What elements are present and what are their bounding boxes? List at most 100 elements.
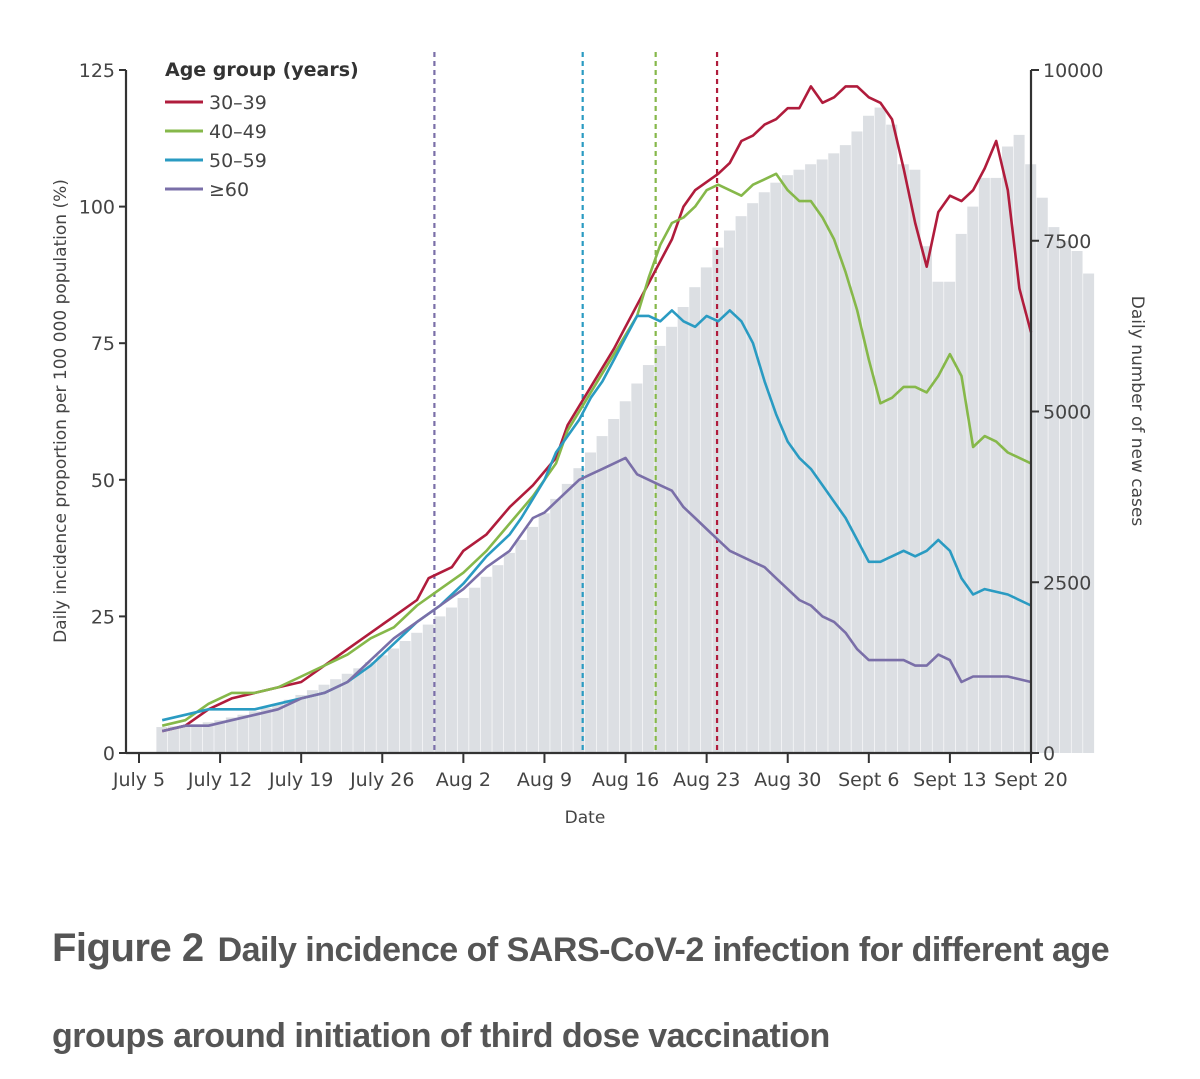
case-bar — [1059, 240, 1071, 753]
y2-tick-label: 2500 — [1043, 572, 1091, 594]
y-tick-label: 125 — [79, 60, 115, 82]
case-bar — [457, 597, 469, 753]
case-bar — [283, 699, 295, 753]
x-tick-label: July 19 — [268, 769, 333, 791]
legend-label: 40–49 — [209, 121, 267, 143]
x-tick-label: Sept 6 — [838, 769, 899, 791]
y-tick-label: 100 — [79, 197, 115, 219]
case-bar — [654, 345, 666, 753]
case-bar — [747, 203, 759, 753]
case-bar — [920, 246, 932, 754]
case-bar — [179, 725, 191, 753]
case-bar — [492, 565, 504, 753]
case-bar — [897, 164, 909, 753]
case-bar — [445, 607, 457, 753]
case-bar — [388, 648, 400, 753]
legend-label: 30–39 — [209, 92, 267, 114]
y2-axis-title: Daily number of new cases — [1127, 296, 1147, 527]
case-bar — [932, 281, 944, 753]
case-bar — [364, 662, 376, 753]
case-bar — [1002, 146, 1014, 754]
case-bar — [770, 182, 782, 753]
case-bar — [724, 230, 735, 753]
case-bar — [944, 281, 956, 753]
case-bar — [1036, 197, 1048, 753]
case-bar — [990, 177, 1002, 753]
x-tick-label: Aug 30 — [754, 769, 821, 791]
case-bar — [677, 307, 689, 753]
case-bar — [480, 576, 492, 753]
case-bar — [411, 632, 423, 753]
legend-title: Age group (years) — [165, 59, 359, 81]
case-bar — [863, 115, 875, 754]
case-bar — [318, 684, 330, 753]
case-bar — [214, 720, 226, 753]
case-bar — [909, 169, 921, 753]
legend-label: ≥60 — [209, 179, 249, 201]
series-lines — [161, 85, 1033, 733]
case-bar — [561, 483, 573, 753]
case-bar — [202, 722, 214, 753]
case-bar — [666, 326, 678, 753]
case-bar — [306, 690, 318, 753]
x-tick-label: Aug 2 — [436, 769, 491, 791]
bars-group — [156, 107, 1095, 754]
case-bar — [573, 468, 585, 753]
figure-caption: Figure 2 Daily incidence of SARS-CoV-2 in… — [52, 905, 1172, 1079]
case-bar — [295, 694, 307, 753]
case-bar — [631, 383, 643, 753]
case-bar — [596, 436, 608, 753]
case-bar — [538, 513, 550, 753]
case-bar — [585, 452, 596, 753]
x-tick-label: July 26 — [349, 769, 414, 791]
case-bar — [805, 164, 817, 753]
y-tick-label: 0 — [103, 743, 115, 765]
case-bar — [793, 169, 805, 753]
x-tick-label: July 5 — [112, 769, 165, 791]
case-bar — [550, 498, 562, 753]
case-bar — [816, 159, 828, 753]
case-bar — [978, 177, 990, 753]
case-bar — [249, 711, 261, 753]
case-bar — [1071, 250, 1083, 753]
y-axis-title: Daily incidence proportion per 100 000 p… — [51, 179, 71, 643]
case-bar — [156, 727, 168, 753]
case-bar — [272, 703, 284, 753]
case-bar — [1083, 273, 1095, 753]
case-bar — [735, 216, 747, 754]
case-bar — [399, 640, 411, 753]
series-line-≥60 — [161, 456, 1032, 733]
x-tick-label: July 12 — [187, 769, 252, 791]
case-bar — [851, 131, 863, 754]
case-bar — [330, 679, 342, 753]
case-bar — [642, 365, 654, 753]
case-bar — [422, 624, 434, 753]
case-bar — [874, 107, 886, 753]
case-bar — [955, 233, 967, 754]
figure-label: Figure 2 — [52, 926, 204, 970]
y-tick-label: 25 — [91, 606, 115, 628]
case-bar — [689, 287, 701, 753]
series-line-30-39 — [161, 85, 1033, 733]
case-bar — [886, 124, 898, 753]
x-tick-label: Sept 20 — [994, 769, 1067, 791]
caption-text: Daily incidence of SARS-CoV-2 infection … — [52, 931, 1110, 1055]
axes: 0 25 50 75 100 125 0 2500 5000 7500 10000 July 5 Jul… — [79, 60, 1104, 791]
case-bar — [527, 526, 539, 753]
y2-tick-label: 0 — [1043, 743, 1055, 765]
case-bar — [608, 419, 620, 753]
case-bar — [503, 552, 515, 753]
y2-tick-label: 5000 — [1043, 402, 1091, 424]
case-bar — [341, 673, 353, 753]
case-bar — [434, 616, 446, 753]
x-tick-label: Aug 9 — [517, 769, 572, 791]
case-bar — [712, 247, 724, 753]
case-bar — [515, 539, 527, 753]
case-bar — [781, 175, 793, 753]
series-line-40-49 — [161, 172, 1032, 727]
y-tick-label: 75 — [91, 333, 115, 355]
case-bar — [225, 717, 237, 753]
case-bar — [758, 192, 770, 753]
case-bar — [967, 206, 979, 754]
case-bar — [839, 145, 851, 753]
